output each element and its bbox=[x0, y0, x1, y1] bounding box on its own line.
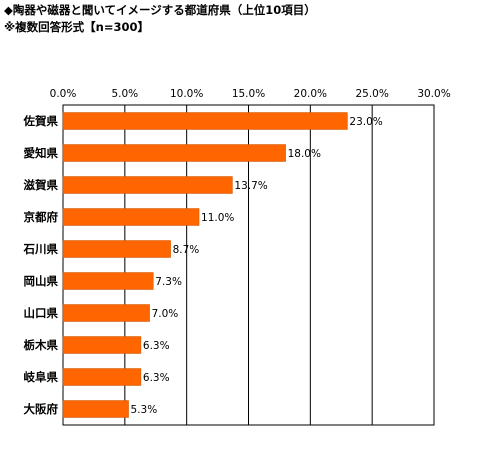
bar bbox=[62, 272, 154, 290]
bar bbox=[62, 176, 233, 194]
data-label: 6.3% bbox=[143, 340, 170, 352]
data-label: 11.0% bbox=[201, 212, 234, 224]
category-label: 石川県 bbox=[23, 242, 59, 256]
category-label: 京都府 bbox=[24, 210, 59, 224]
data-label: 6.3% bbox=[143, 372, 170, 384]
category-label: 滋賀県 bbox=[24, 178, 59, 192]
bar bbox=[62, 240, 171, 258]
x-tick-label: 5.0% bbox=[111, 88, 138, 100]
x-tick-label: 0.0% bbox=[50, 88, 77, 100]
data-label: 18.0% bbox=[288, 148, 321, 160]
x-tick-label: 10.0% bbox=[170, 88, 203, 100]
data-label: 13.7% bbox=[234, 180, 267, 192]
x-tick-label: 30.0% bbox=[417, 88, 450, 100]
x-tick-label: 20.0% bbox=[294, 88, 327, 100]
category-label: 栃木県 bbox=[24, 338, 59, 352]
bar bbox=[62, 368, 142, 386]
x-tick-label: 25.0% bbox=[355, 88, 388, 100]
data-label: 23.0% bbox=[349, 116, 382, 128]
bar bbox=[62, 400, 129, 418]
chart-subtitle: ※複数回答形式【n=300】 bbox=[4, 20, 150, 34]
chart-title: ◆陶器や磁器と聞いてイメージする都道府県（上位10項目） bbox=[4, 3, 316, 17]
bar bbox=[62, 112, 348, 130]
x-tick-label: 15.0% bbox=[232, 88, 265, 100]
category-label: 大阪府 bbox=[24, 402, 59, 416]
data-label: 7.0% bbox=[152, 308, 179, 320]
bar bbox=[62, 144, 286, 162]
category-label: 岐阜県 bbox=[24, 370, 59, 384]
category-label: 山口県 bbox=[24, 306, 59, 320]
data-label: 5.3% bbox=[131, 404, 158, 416]
bar bbox=[62, 336, 142, 354]
data-label: 8.7% bbox=[173, 244, 200, 256]
category-label: 岡山県 bbox=[24, 274, 59, 288]
bar bbox=[62, 208, 200, 226]
data-label: 7.3% bbox=[155, 276, 182, 288]
category-label: 愛知県 bbox=[24, 146, 59, 160]
bar bbox=[62, 304, 150, 322]
category-label: 佐賀県 bbox=[23, 114, 59, 128]
